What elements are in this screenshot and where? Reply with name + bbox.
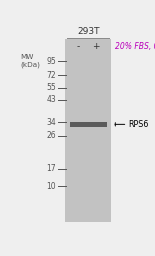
Text: 26: 26 <box>46 131 56 140</box>
Bar <box>70 122 107 126</box>
Text: 293T: 293T <box>77 27 100 36</box>
Bar <box>65 39 111 222</box>
Text: 95: 95 <box>46 57 56 66</box>
Text: 10: 10 <box>46 182 56 191</box>
Text: -: - <box>77 42 80 51</box>
Text: 34: 34 <box>46 118 56 127</box>
Text: 72: 72 <box>46 71 56 80</box>
Text: MW
(kDa): MW (kDa) <box>21 54 40 68</box>
Text: 17: 17 <box>46 164 56 173</box>
Text: 55: 55 <box>46 83 56 92</box>
Text: +: + <box>92 42 99 51</box>
Text: 43: 43 <box>46 95 56 104</box>
Text: RPS6: RPS6 <box>129 120 149 129</box>
Text: 20% FBS, 0.5 hr: 20% FBS, 0.5 hr <box>115 41 155 51</box>
